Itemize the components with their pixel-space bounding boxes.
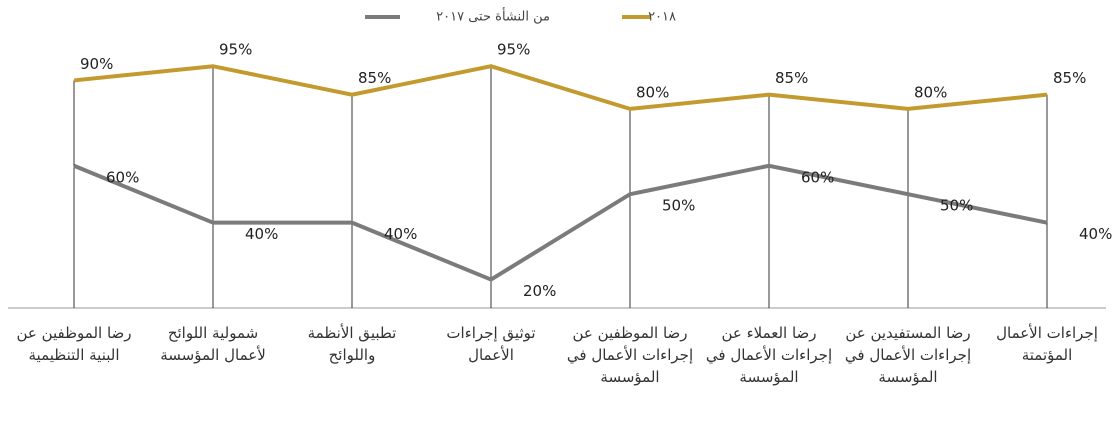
data-label: 80%: [636, 83, 669, 101]
data-label: 50%: [662, 197, 695, 215]
data-label: 20%: [523, 282, 556, 300]
x-tick-label: شمولية اللوائح لأعمال المؤسسة: [160, 324, 266, 364]
series-line: [73, 163, 1048, 282]
data-label: 90%: [80, 55, 113, 73]
x-tick-label: إجراءات الأعمال المؤتمتة: [996, 324, 1098, 364]
legend-label: من النشأة حتى ٢٠١٧: [436, 7, 550, 25]
x-tick-label: توثيق إجراءات الأعمال: [446, 324, 536, 364]
data-label: 60%: [801, 168, 834, 186]
x-tick-label: رضا الموظفين عن إجراءات الأعمال في المؤس…: [566, 324, 694, 386]
data-label: 40%: [384, 225, 417, 243]
x-tick-label: تطبيق الأنظمة واللوائح: [307, 324, 397, 364]
legend-label: ٢٠١٨: [648, 10, 676, 25]
x-tick-label: رضا العملاء عن إجراءات الأعمال في المؤسس…: [705, 324, 833, 386]
data-label: 85%: [775, 69, 808, 87]
x-tick-label: رضا الموظفين عن البنية التنظيمية: [16, 324, 132, 364]
series-line: [73, 64, 1048, 111]
x-tick-label: رضا المستفيدين عن إجراءات الأعمال في الم…: [844, 324, 972, 386]
data-label: 50%: [940, 197, 973, 215]
data-label: 95%: [497, 41, 530, 59]
data-label: 85%: [358, 69, 391, 87]
data-label: 40%: [1079, 225, 1112, 243]
data-label: 95%: [219, 41, 252, 59]
data-label: 80%: [914, 83, 947, 101]
data-label: 60%: [106, 168, 139, 186]
data-label: 85%: [1053, 69, 1086, 87]
data-label: 40%: [245, 225, 278, 243]
